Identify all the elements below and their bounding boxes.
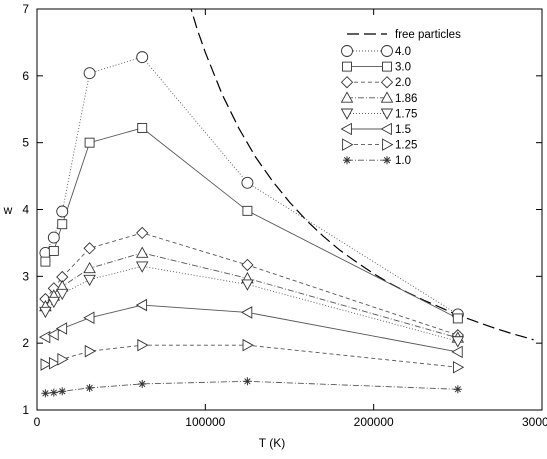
x-tick-label: 100000	[185, 415, 225, 429]
series-1-25-point	[48, 356, 61, 370]
series-1-25-point	[40, 358, 52, 371]
legend-1-25-marker-left	[342, 138, 354, 151]
series-1-75-point	[451, 336, 465, 348]
legend-1-25-marker-right	[382, 138, 394, 151]
series-1-5-point	[38, 330, 51, 344]
legend-2-0-marker-left	[340, 76, 354, 89]
series-1-0-point	[58, 387, 67, 396]
y-tick-label: 3	[22, 269, 29, 283]
legend-1-5-label: 1.5	[395, 124, 411, 136]
series-1-5-point	[240, 306, 253, 319]
series-1-25-point	[452, 360, 465, 374]
series-2-0-point	[241, 258, 254, 272]
series-3-0-point	[137, 123, 148, 133]
plot-markers	[38, 51, 465, 398]
legend-1-86-marker-right	[380, 91, 394, 103]
legend-1-0-marker-right	[383, 156, 391, 165]
y-axis-label: w	[3, 203, 13, 217]
series-4-0-point	[241, 176, 254, 189]
series-4-0-point	[136, 51, 149, 64]
series-1-5-point	[47, 328, 59, 341]
y-tick-label: 1	[22, 403, 29, 417]
legend-2-0-label: 2.0	[395, 77, 411, 89]
series-4-0-point	[56, 205, 69, 218]
series-1-25-point	[84, 344, 97, 358]
legend-1-86-label: 1.86	[395, 93, 417, 105]
legend-3-0-label: 3.0	[395, 62, 411, 74]
legend-1-86-marker-left	[340, 91, 354, 103]
legend-free-particles-label: free particles	[395, 29, 461, 41]
series-3-0-point	[48, 245, 59, 256]
series-1-75-point	[135, 261, 149, 273]
x-tick-label: 0	[34, 415, 41, 429]
series-1-5-point	[451, 345, 463, 359]
series-1-25-point	[242, 338, 254, 352]
legend-4-0-label: 4.0	[395, 46, 411, 58]
legend-2-0-marker-right	[380, 76, 394, 89]
series-1-0-point	[453, 385, 462, 394]
legend-1-5-marker-right	[380, 122, 392, 136]
series-1-5-point	[55, 322, 68, 335]
series-3-0-point	[40, 256, 51, 267]
legend-1-5-marker-left	[340, 122, 352, 136]
legend-4-0-marker-right	[381, 45, 393, 57]
y-tick-label: 6	[22, 69, 29, 83]
x-axis-ticks: 0 100000 200000 300000	[34, 9, 547, 429]
legend-1-0-label: 1.0	[395, 155, 411, 167]
legend-3-0-marker-left	[342, 61, 352, 72]
series-1-0-point	[138, 379, 147, 388]
series-1-75-point	[55, 288, 69, 301]
series-1-75-point	[47, 296, 61, 309]
y-tick-label: 4	[22, 203, 29, 217]
y-axis-ticks: 1 2 3 4 5 6 7	[22, 2, 542, 417]
series-2-0-point	[136, 226, 149, 240]
series-1-0-point	[85, 383, 94, 392]
series-1-75-point	[83, 274, 96, 287]
legend-4-0-marker-left	[341, 45, 353, 57]
legend-1-0-marker-left	[343, 156, 351, 165]
series-1-25-point	[57, 352, 69, 366]
series-1-86-point	[135, 246, 149, 258]
series-4-0-point	[83, 67, 96, 80]
series-1-0-point	[49, 388, 58, 397]
y-tick-label: 7	[22, 2, 29, 16]
y-tick-label: 2	[22, 336, 29, 350]
x-axis-label: T (K)	[259, 436, 285, 450]
series-1-5-point	[135, 298, 148, 312]
series-3-0-point	[57, 219, 68, 230]
series-1-25-point	[137, 338, 149, 352]
series-4-0-point	[47, 231, 60, 244]
series-1-5-point	[83, 311, 95, 325]
legend-3-0-marker-right	[382, 61, 392, 72]
legend-1-75-marker-left	[340, 108, 354, 120]
series-1-0-point	[41, 389, 50, 398]
legend-1-25-label: 1.25	[395, 140, 417, 152]
series-1-75-point	[39, 306, 52, 319]
series-2-0-point	[83, 242, 96, 255]
series-3-0-point	[84, 137, 95, 148]
free-particles-curve	[190, 9, 534, 341]
legend-1-75-label: 1.75	[395, 108, 417, 120]
y-tick-label: 5	[22, 136, 29, 150]
series-3-0-point	[452, 313, 463, 324]
legend-1-75-marker-right	[380, 108, 394, 120]
x-tick-label: 200000	[354, 415, 394, 429]
series-1-75-point	[241, 279, 254, 291]
series-3-0-point	[242, 205, 253, 216]
series-1-86-point	[83, 261, 96, 274]
legend: free particles 4.0 3.0 2.0 1.86 1.75 1.5 1.25 1.…	[340, 29, 461, 167]
series-1-0-point	[243, 377, 252, 386]
x-tick-label: 300000	[522, 415, 547, 429]
